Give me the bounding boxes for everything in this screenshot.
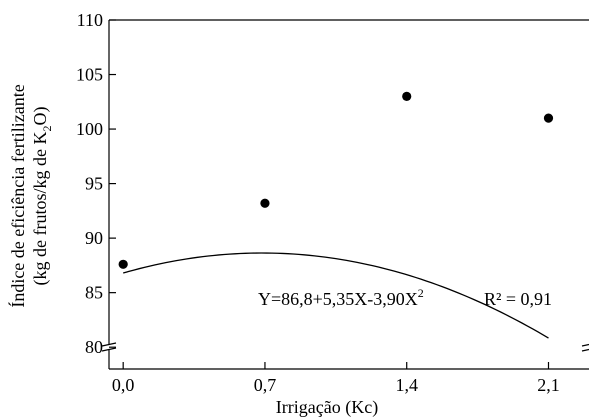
equation-superscript: 2 (418, 286, 424, 300)
regression-equation: Y=86,8+5,35X-3,90X2 (258, 286, 424, 309)
x-ticks: 0,0 0,7 1,4 2,1 (112, 362, 560, 395)
y-axis-title-line2: (kg de frutos/kg de K2O) (30, 107, 54, 286)
y-axis-title-line1: Índice de eficiência fertilizante (7, 84, 28, 307)
y-tick-label: 100 (76, 119, 103, 139)
fit-curve (123, 252, 549, 339)
x-tick-label: 2,1 (537, 375, 560, 395)
right-break-mark (581, 348, 589, 352)
y-tick-label: 80 (85, 337, 103, 357)
y-tick-label: 90 (85, 228, 103, 248)
x-tick-label: 0,0 (112, 375, 135, 395)
y-axis-break-mark (101, 342, 117, 347)
y-axis-title-line2-suffix: O) (30, 107, 51, 126)
x-tick-label: 1,4 (395, 375, 418, 395)
equation-main: Y=86,8+5,35X-3,90X (258, 289, 418, 309)
data-point (118, 259, 128, 269)
y-axis-title-subscript: 2 (40, 126, 54, 132)
data-point (260, 198, 270, 208)
y-tick-label: 95 (85, 174, 103, 194)
x-tick-label: 0,7 (254, 375, 277, 395)
y-tick-label: 85 (85, 283, 103, 303)
x-axis-title: Irrigação (Kc) (276, 397, 378, 418)
right-break-mark (581, 343, 589, 347)
y-tick-label: 105 (76, 65, 103, 85)
y-axis-title-line2-prefix: (kg de frutos/kg de K (30, 132, 51, 286)
y-tick-label: 110 (77, 10, 103, 30)
y-ticks: 80 85 90 95 100 105 110 (76, 10, 116, 357)
data-points (118, 91, 554, 269)
y-axis-break-mark (101, 347, 117, 352)
data-point (543, 113, 554, 123)
data-point (402, 91, 412, 101)
r-squared-label: R² = 0,91 (484, 289, 552, 309)
